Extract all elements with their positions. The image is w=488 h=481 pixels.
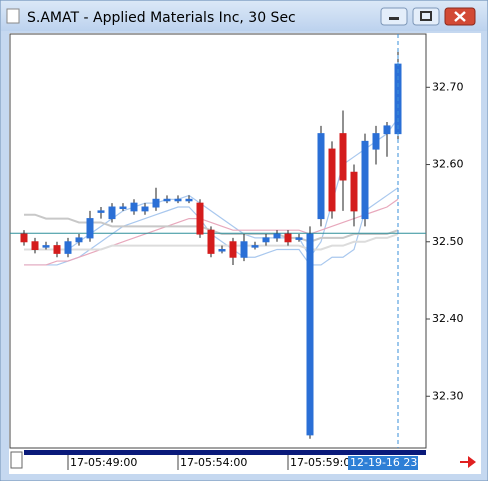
candle-body [75,237,83,243]
candle-body [97,210,105,213]
minimize-button[interactable] [380,7,408,26]
candle-body [163,198,171,202]
window-title: S.AMAT - Applied Materials Inc, 30 Sec [27,10,296,26]
candle-body [86,218,94,239]
candle-body [251,245,259,248]
y-tick-label: 32.30 [432,389,464,402]
candle-body [284,233,292,243]
x-tick-label: 17-05:49:00 [70,456,137,469]
crosshair-label-bg [348,456,418,470]
crosshair-label: 12-19-16 23:34:00 [350,456,453,469]
candle-body [295,237,303,240]
x-tick-label: 17-05:54:00 [180,456,247,469]
candle-body [130,202,138,212]
window-icon [6,8,20,24]
candle-body [119,206,127,210]
candle-body [240,241,248,258]
candle-body [218,248,226,252]
candle-body [64,241,72,254]
candle-body [229,241,237,258]
candle-body [152,198,160,208]
candle-body [196,202,204,235]
candle-body [383,125,391,135]
ma-line [24,117,399,259]
candle-body [306,233,314,436]
candle-body [350,171,358,212]
candle-body [108,206,116,220]
candle-body [207,229,215,254]
candle-body [20,233,28,243]
y-tick-label: 32.50 [432,235,464,248]
scroll-thumb[interactable] [10,451,23,469]
candle-body [185,198,193,202]
candle-body [372,133,380,150]
minimize-icon [389,17,399,20]
candle-body [174,198,182,202]
candle-body [262,237,270,243]
candle-body [328,148,336,212]
close-icon [454,11,466,22]
candle-body [273,233,281,239]
maximize-button[interactable] [412,7,440,26]
candle-body [31,241,39,250]
candle-body [339,133,347,181]
scroll-arrow[interactable] [460,456,476,468]
candle-body [141,206,149,212]
candle-body [361,140,369,220]
candle-body [317,133,325,220]
scroll-bar[interactable] [24,450,426,455]
y-tick-label: 32.60 [432,158,464,171]
y-tick-label: 32.40 [432,312,464,325]
candle-body [53,245,61,254]
x-tick-label: 17-05:59:00 [290,456,357,469]
ma-line [24,198,399,266]
maximize-icon [420,11,432,21]
candle-body [42,245,50,248]
y-tick-label: 32.70 [432,80,464,93]
